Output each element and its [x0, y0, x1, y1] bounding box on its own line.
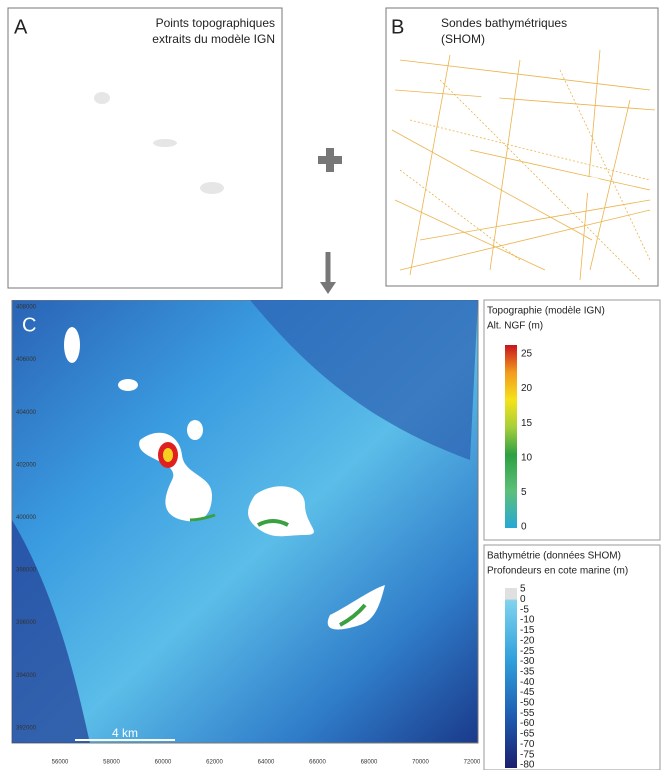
x-tick-label: 66000	[309, 760, 326, 766]
legend-title: Alt. NGF (m)	[487, 321, 543, 332]
legend-tick-label: -75	[520, 749, 535, 760]
panel-title: (SHOM)	[441, 32, 485, 46]
panel-title: Sondes bathymétriques	[441, 16, 567, 30]
legend-tick-label: -15	[520, 625, 535, 636]
arrow-head	[320, 282, 336, 294]
x-tick-label: 64000	[258, 760, 275, 766]
legend-tick-label: -70	[520, 739, 535, 750]
panel-title: extraits du modèle IGN	[152, 32, 275, 46]
panel-label: A	[14, 16, 28, 38]
y-tick-label: 394000	[16, 673, 37, 679]
map: 4 km 56000 58000 60000 62000 64000 66000 68000…	[10, 300, 481, 770]
y-tick-label: 402000	[16, 462, 37, 468]
panel-label: C	[22, 314, 36, 336]
plus-sign	[318, 148, 342, 172]
y-tick-label: 408000	[16, 305, 37, 311]
x-tick-label: 56000	[52, 760, 69, 766]
x-tick-label: 72000	[464, 760, 481, 766]
colorbar-topo	[505, 345, 517, 528]
x-tick-label: 62000	[206, 760, 223, 766]
legend-title: Bathymétrie (données SHOM)	[487, 551, 621, 562]
figure: A Points topographiques extraits du modè…	[0, 0, 662, 770]
legend-tick-label: -50	[520, 698, 535, 709]
legend-tick-label: -40	[520, 677, 535, 688]
legend-tick-label: -35	[520, 666, 535, 677]
legend-tick-label: -25	[520, 646, 535, 657]
legend-title: Topographie (modèle IGN)	[487, 306, 605, 317]
legend-tick-label: 10	[521, 452, 533, 463]
legend-tick-label: -10	[520, 615, 535, 626]
legend-tick-label: 20	[521, 383, 533, 394]
x-tick-label: 70000	[412, 760, 429, 766]
legend-tick-label: 15	[521, 418, 533, 429]
y-tick-label: 400000	[16, 515, 37, 521]
y-tick-label: 392000	[16, 725, 37, 731]
panel-a	[8, 8, 282, 288]
legend-tick-label: 5	[521, 487, 527, 498]
y-tick-label: 406000	[16, 357, 37, 363]
colorbar-bathy	[505, 588, 517, 768]
page: {"panel_a": {"label": "A", "title_lines"…	[0, 0, 662, 770]
panel-label: B	[391, 16, 404, 38]
x-tick-label: 68000	[361, 760, 378, 766]
legend-tick-label: -20	[520, 635, 535, 646]
x-tick-label: 60000	[155, 760, 172, 766]
legend-tick-label: 5	[520, 584, 526, 595]
legend-tick-label: -60	[520, 718, 535, 729]
y-tick-label: 398000	[16, 568, 37, 574]
y-tick-label: 404000	[16, 410, 37, 416]
legend-tick-label: -65	[520, 729, 535, 740]
x-tick-label: 58000	[103, 760, 120, 766]
scale-label: 4 km	[112, 726, 138, 740]
legend-tick-label: 0	[521, 522, 527, 533]
legend-tick-label: -45	[520, 687, 535, 698]
legend-tick-label: -30	[520, 656, 535, 667]
legend-tick-label: 0	[520, 594, 526, 605]
legend-tick-label: -80	[520, 760, 535, 770]
panel-b	[386, 8, 658, 286]
legend-tick-label: 25	[521, 349, 533, 360]
legend-title: Profondeurs en cote marine (m)	[487, 566, 628, 577]
y-tick-label: 396000	[16, 620, 37, 626]
legend-tick-label: -55	[520, 708, 535, 719]
panel-title: Points topographiques	[156, 16, 275, 30]
legend-tick-label: -5	[520, 604, 529, 615]
